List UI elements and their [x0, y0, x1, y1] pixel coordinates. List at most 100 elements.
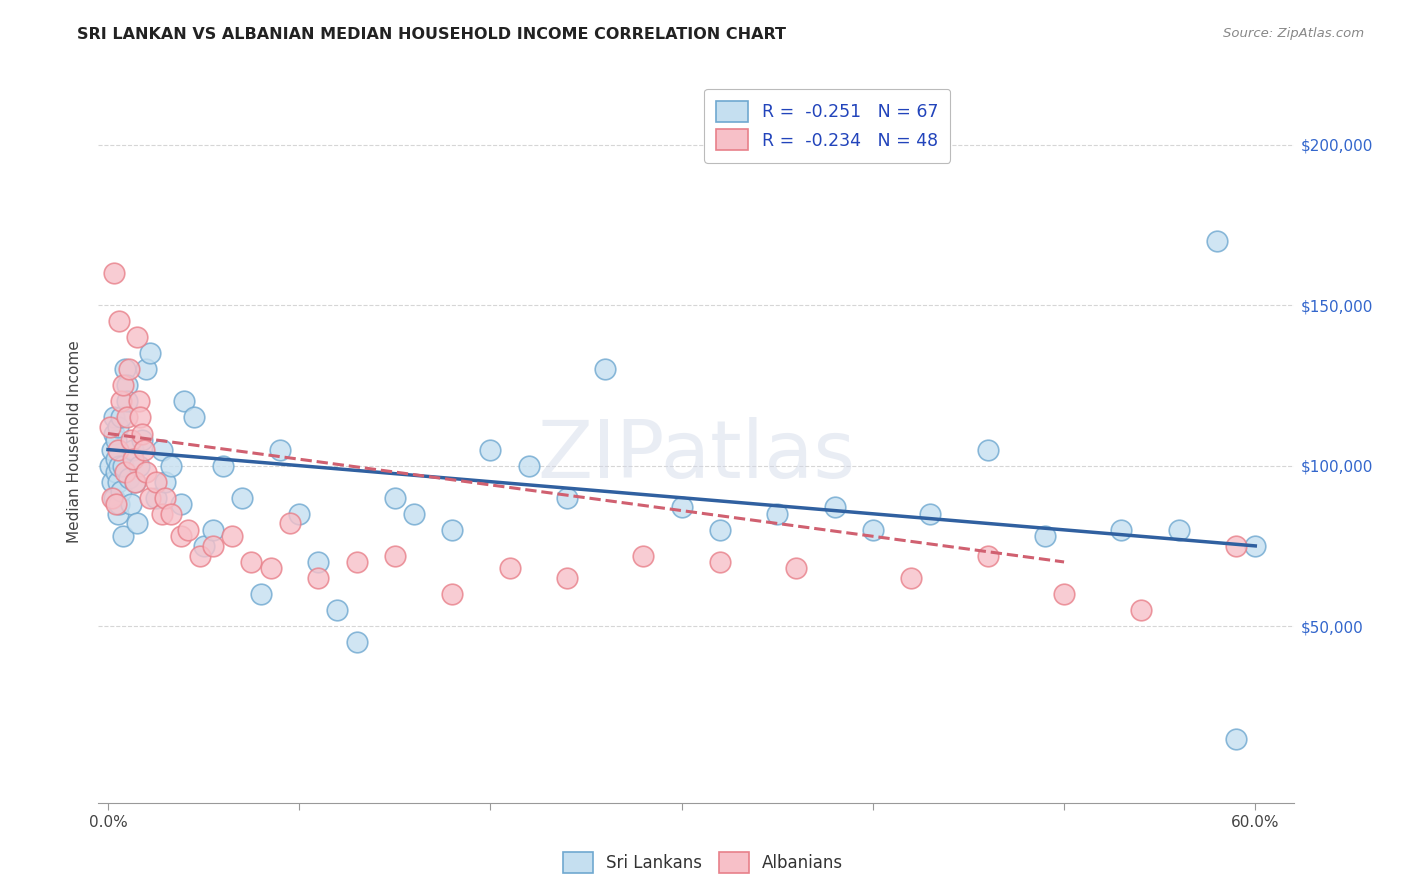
- Point: [107, 475, 129, 489]
- Point: [517, 458, 540, 473]
- Point: [110, 484, 132, 499]
- Point: [766, 507, 789, 521]
- Point: [169, 529, 191, 543]
- Legend: Sri Lankans, Albanians: Sri Lankans, Albanians: [557, 846, 849, 880]
- Point: [288, 507, 311, 521]
- Text: ZIPatlas: ZIPatlas: [537, 417, 855, 495]
- Point: [785, 561, 807, 575]
- Point: [221, 529, 243, 543]
- Point: [101, 442, 124, 457]
- Point: [110, 410, 132, 425]
- Point: [862, 523, 884, 537]
- Point: [326, 603, 349, 617]
- Point: [231, 491, 253, 505]
- Point: [145, 475, 167, 489]
- Point: [118, 362, 141, 376]
- Point: [155, 491, 177, 505]
- Legend: R =  -0.251   N = 67, R =  -0.234   N = 48: R = -0.251 N = 67, R = -0.234 N = 48: [704, 89, 950, 162]
- Point: [107, 420, 129, 434]
- Point: [384, 491, 406, 505]
- Point: [134, 442, 156, 457]
- Point: [135, 465, 157, 479]
- Point: [1225, 539, 1247, 553]
- Point: [112, 529, 135, 543]
- Point: [671, 500, 693, 515]
- Point: [103, 266, 125, 280]
- Point: [101, 475, 124, 489]
- Point: [498, 561, 520, 575]
- Point: [384, 549, 406, 563]
- Point: [555, 491, 578, 505]
- Point: [709, 523, 731, 537]
- Point: [183, 410, 205, 425]
- Point: [259, 561, 281, 575]
- Point: [240, 555, 263, 569]
- Point: [1206, 234, 1229, 248]
- Point: [976, 549, 998, 563]
- Point: [120, 497, 142, 511]
- Text: SRI LANKAN VS ALBANIAN MEDIAN HOUSEHOLD INCOME CORRELATION CHART: SRI LANKAN VS ALBANIAN MEDIAN HOUSEHOLD …: [77, 27, 786, 42]
- Point: [633, 549, 655, 563]
- Point: [121, 452, 143, 467]
- Point: [555, 571, 578, 585]
- Point: [114, 465, 136, 479]
- Point: [150, 442, 173, 457]
- Point: [118, 471, 141, 485]
- Point: [250, 587, 273, 601]
- Point: [1111, 523, 1133, 537]
- Point: [269, 442, 291, 457]
- Point: [150, 507, 173, 521]
- Point: [1398, 555, 1406, 569]
- Point: [155, 475, 177, 489]
- Point: [101, 491, 124, 505]
- Point: [115, 410, 138, 425]
- Point: [129, 410, 152, 425]
- Point: [441, 523, 464, 537]
- Point: [346, 635, 368, 649]
- Point: [1033, 529, 1056, 543]
- Point: [110, 394, 132, 409]
- Point: [104, 433, 127, 447]
- Point: [177, 523, 200, 537]
- Point: [479, 442, 502, 457]
- Point: [1225, 731, 1247, 746]
- Point: [139, 346, 162, 360]
- Point: [103, 426, 125, 441]
- Point: [104, 465, 127, 479]
- Point: [160, 458, 183, 473]
- Point: [193, 539, 215, 553]
- Point: [900, 571, 922, 585]
- Point: [1129, 603, 1152, 617]
- Point: [402, 507, 425, 521]
- Point: [125, 516, 148, 531]
- Point: [128, 394, 150, 409]
- Point: [1244, 539, 1267, 553]
- Point: [307, 555, 329, 569]
- Point: [108, 458, 131, 473]
- Point: [709, 555, 731, 569]
- Point: [160, 507, 183, 521]
- Point: [107, 442, 129, 457]
- Point: [121, 442, 143, 457]
- Point: [98, 458, 121, 473]
- Point: [139, 491, 162, 505]
- Point: [108, 497, 131, 511]
- Point: [114, 362, 136, 376]
- Point: [307, 571, 329, 585]
- Point: [107, 507, 129, 521]
- Point: [920, 507, 942, 521]
- Point: [131, 426, 153, 441]
- Point: [115, 378, 138, 392]
- Point: [824, 500, 846, 515]
- Point: [124, 475, 146, 489]
- Point: [103, 491, 125, 505]
- Point: [346, 555, 368, 569]
- Point: [188, 549, 211, 563]
- Point: [976, 442, 998, 457]
- Point: [202, 539, 225, 553]
- Point: [441, 587, 464, 601]
- Point: [104, 452, 127, 467]
- Point: [135, 362, 157, 376]
- Point: [593, 362, 616, 376]
- Point: [104, 497, 127, 511]
